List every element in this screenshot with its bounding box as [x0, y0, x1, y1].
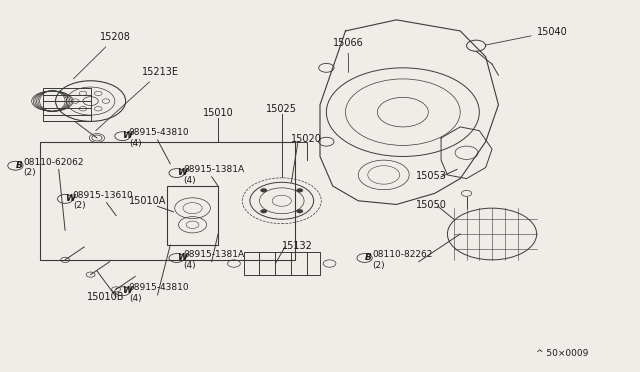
Bar: [43, 88, 91, 121]
Text: W: W: [65, 194, 75, 203]
Text: 15025: 15025: [266, 104, 297, 114]
Text: 08915-1381A
(4): 08915-1381A (4): [184, 250, 244, 270]
Text: 15053: 15053: [415, 171, 447, 181]
Text: ^ 50×0009: ^ 50×0009: [536, 349, 588, 358]
Text: 15040: 15040: [485, 27, 568, 45]
Text: 15213E: 15213E: [96, 67, 179, 131]
Text: 08915-43810
(4): 08915-43810 (4): [129, 128, 189, 148]
Circle shape: [260, 189, 267, 192]
Text: B: B: [15, 161, 22, 170]
Text: B: B: [365, 253, 371, 262]
Circle shape: [296, 209, 303, 213]
Text: W: W: [177, 253, 186, 262]
Text: 08110-82262
(2): 08110-82262 (2): [372, 250, 433, 270]
Text: 08915-43810
(4): 08915-43810 (4): [129, 283, 189, 303]
Text: 15066: 15066: [333, 38, 364, 73]
Text: W: W: [177, 168, 186, 177]
Text: 15010B: 15010B: [88, 292, 125, 302]
Text: 08915-1381A
(4): 08915-1381A (4): [184, 165, 244, 185]
Circle shape: [296, 189, 303, 192]
Text: W: W: [122, 131, 132, 140]
Text: 15050: 15050: [415, 200, 447, 210]
Text: 15132: 15132: [282, 241, 313, 251]
Text: 15010: 15010: [203, 108, 234, 118]
Bar: [40, 142, 294, 260]
Text: 08915-13610
(2): 08915-13610 (2): [73, 191, 134, 211]
Bar: [167, 186, 218, 245]
Circle shape: [260, 209, 267, 213]
Text: 15208: 15208: [74, 32, 131, 79]
Text: 15010A: 15010A: [129, 196, 166, 206]
Bar: [244, 253, 320, 275]
Text: W: W: [122, 286, 132, 295]
Text: 08110-62062
(2): 08110-62062 (2): [24, 158, 84, 177]
Text: 15020: 15020: [291, 134, 322, 144]
